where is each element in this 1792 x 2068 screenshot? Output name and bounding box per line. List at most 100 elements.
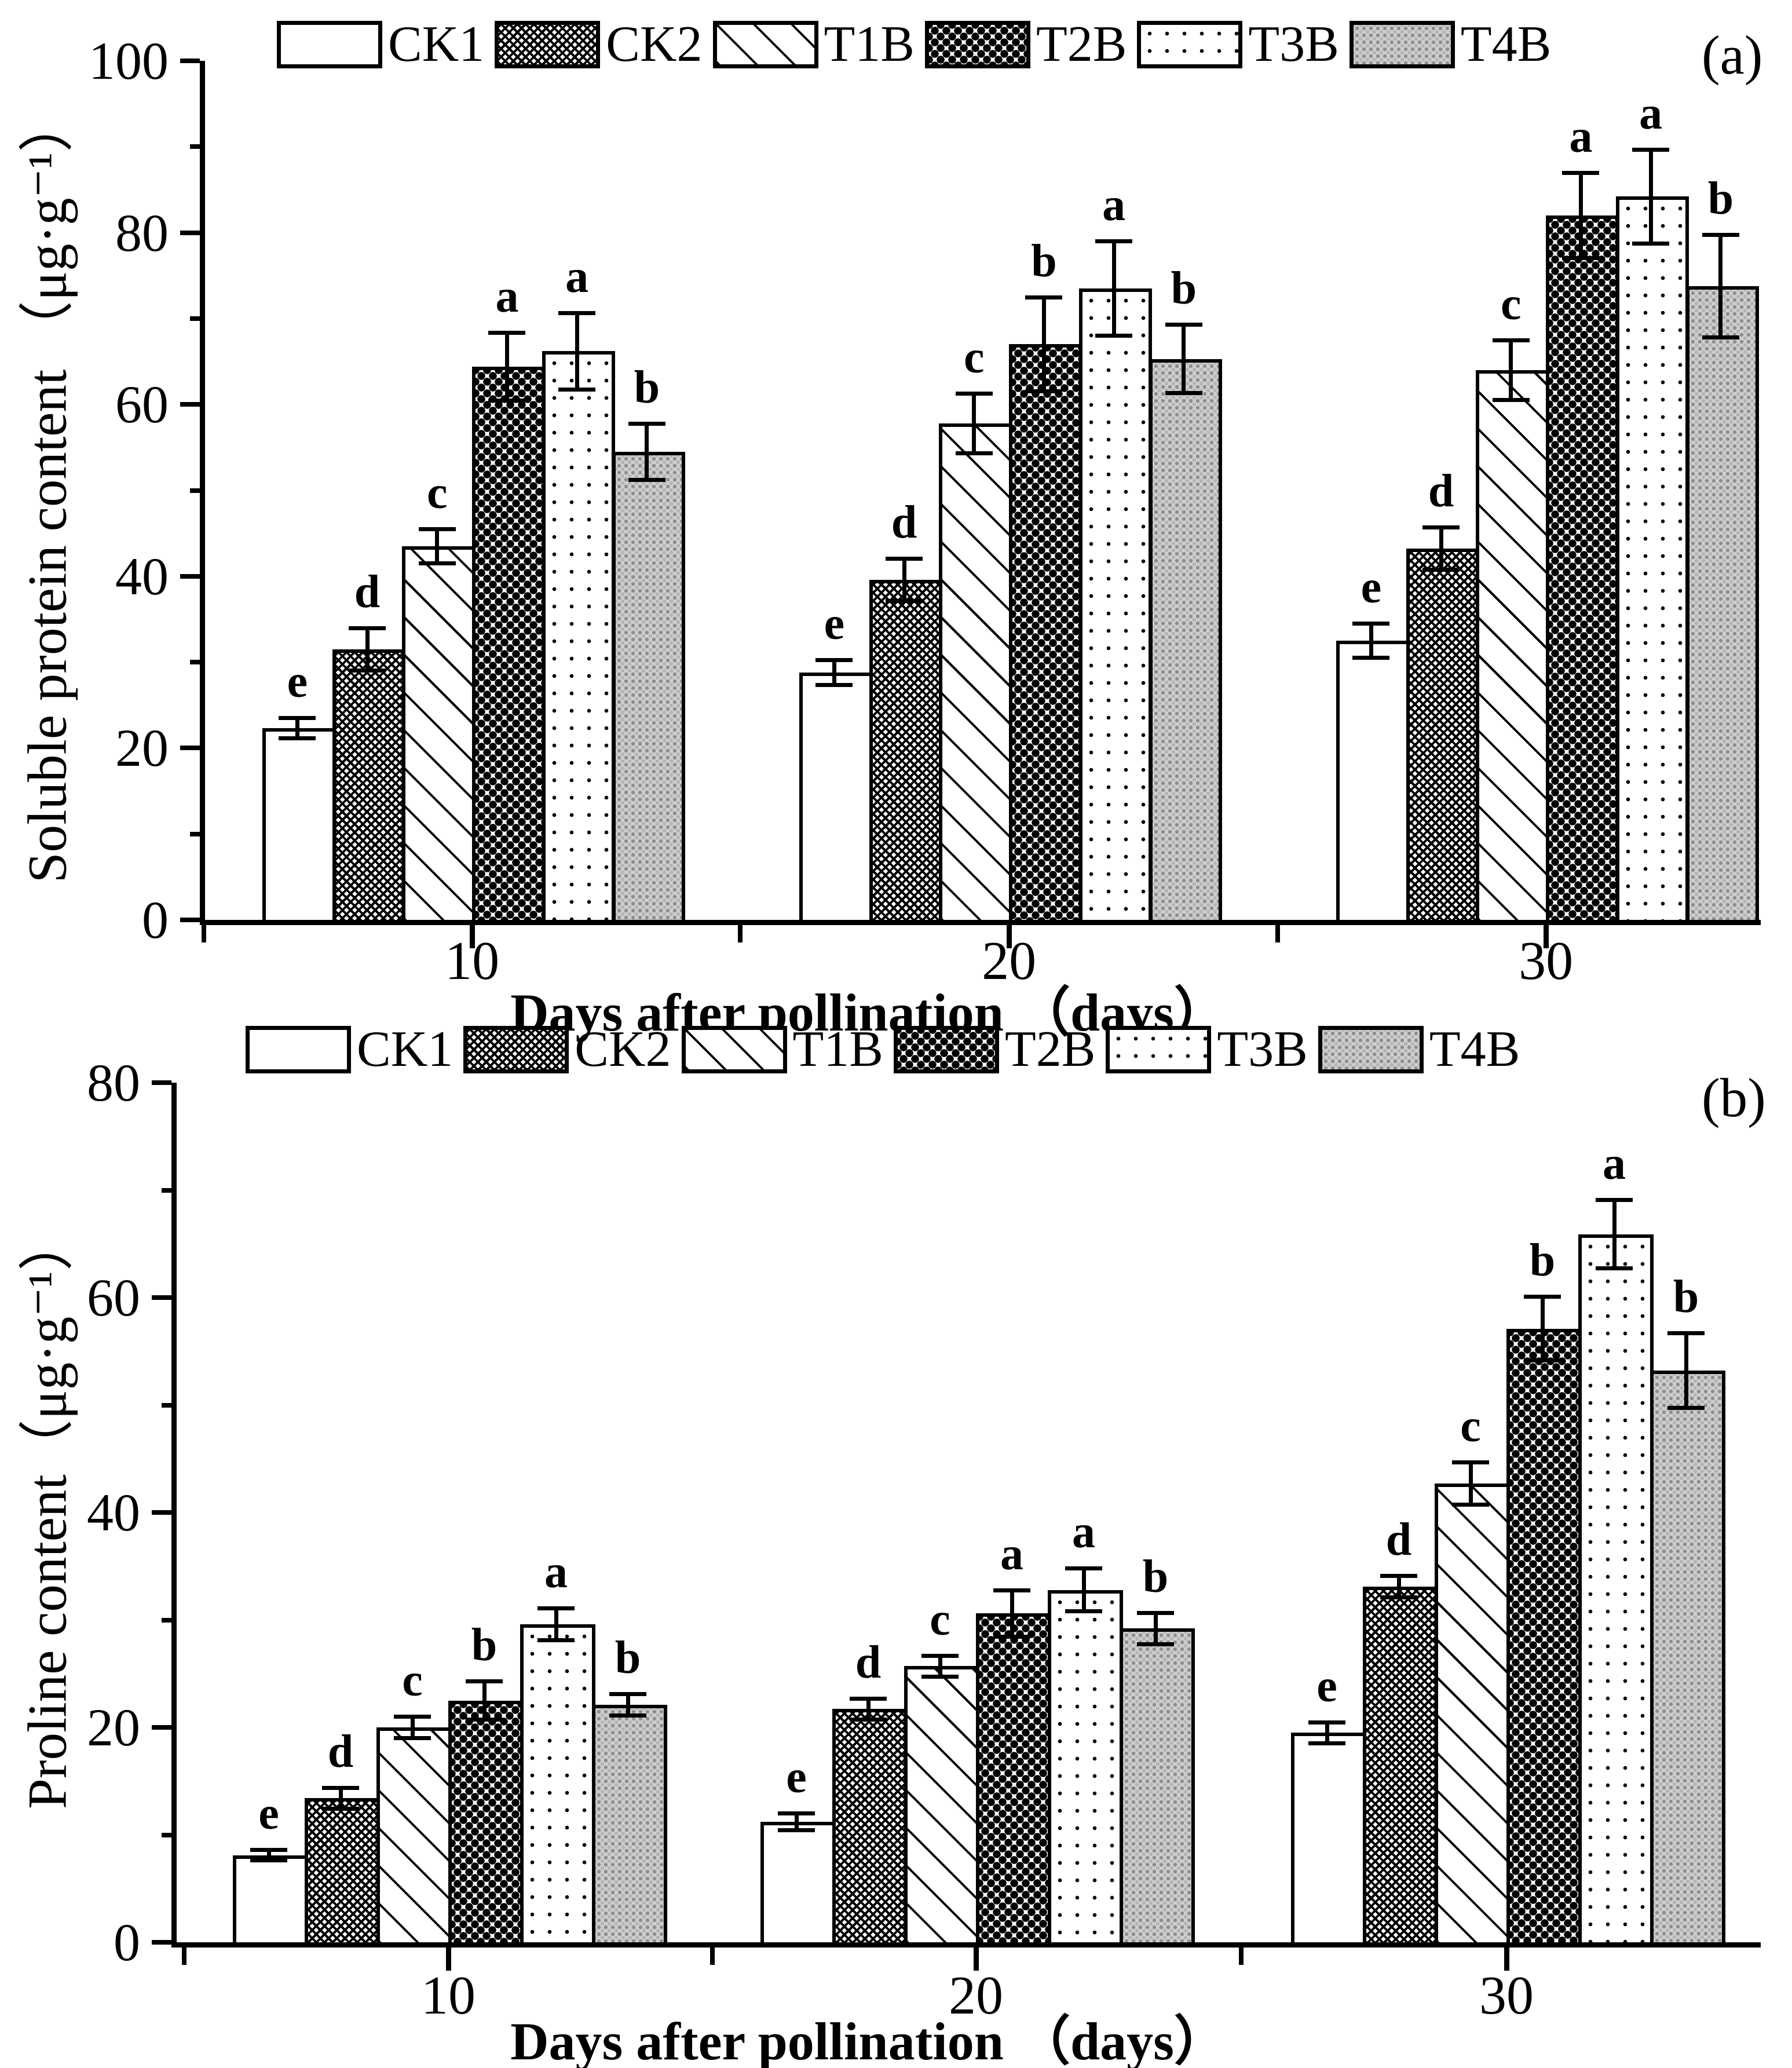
legend-label-t3b: T3B: [1217, 1021, 1308, 1077]
bar-a-20-ck2: [869, 579, 943, 925]
legend-label-t2b: T2B: [1004, 1021, 1096, 1077]
error-bar-cap-bottom: [921, 1674, 959, 1679]
y-tick-label-a-80: 80: [115, 203, 169, 262]
error-bar-cap-top: [349, 626, 386, 630]
error-bar-cap-bottom: [1380, 1595, 1417, 1599]
error-bar-b-30-ck1: [1325, 1722, 1329, 1744]
y-tick-a-20: [180, 746, 200, 751]
legend-item-ck2: CK2: [463, 1024, 681, 1075]
error-bar-cap-bottom: [1137, 1642, 1174, 1647]
error-bar-cap-bottom: [1165, 390, 1202, 395]
sig-letter-b-30-ck1: e: [1316, 1660, 1337, 1712]
y-tick-b-10: [162, 1832, 171, 1837]
error-bar-cap-bottom: [1095, 333, 1133, 338]
legend-swatch-ck1-white-empty: [277, 21, 382, 68]
bar-a-30-t3b: [1615, 196, 1689, 925]
sig-letter-b-10-ck2: d: [327, 1726, 354, 1777]
error-bar-cap-top: [322, 1785, 359, 1790]
sig-letter-a-30-t4b: b: [1707, 173, 1734, 224]
bar-b-10-t4b: [592, 1705, 667, 1948]
y-tick-a-30: [190, 660, 200, 665]
error-bar-a-20-t2b: [1041, 297, 1046, 392]
legend-item-ck1: CK1: [277, 19, 495, 70]
legend-swatch-t3b-sparse-dots: [1106, 1026, 1212, 1073]
y-tick-label-b-80: 80: [87, 1053, 140, 1112]
legend-item-t4b: T4B: [1318, 1024, 1530, 1075]
sig-letter-b-10-ck1: e: [258, 1788, 279, 1840]
y-tick-a-80: [180, 230, 200, 235]
sig-letter-a-20-t2b: b: [1031, 235, 1057, 287]
bar-b-10-t3b: [520, 1624, 595, 1948]
bar-b-20-ck1: [760, 1822, 836, 1948]
bar-a-10-t1b: [402, 546, 476, 925]
error-bar-cap-bottom: [279, 736, 316, 741]
bar-a-30-ck2: [1406, 549, 1480, 925]
error-bar-cap-bottom: [955, 451, 993, 455]
error-bar-cap-top: [1380, 1574, 1417, 1579]
error-bar-cap-top: [418, 527, 456, 532]
legend-item-t3b: T3B: [1137, 19, 1349, 70]
error-bar-cap-bottom: [886, 598, 923, 603]
error-bar-cap-top: [921, 1653, 959, 1658]
error-bar-cap-bottom: [778, 1828, 815, 1833]
y-axis-line-b: [171, 1083, 177, 1948]
error-bar-b-20-t1b: [938, 1655, 942, 1677]
legend-swatch-t1b-diagonal-hatch: [681, 1026, 787, 1073]
bar-b-10-t2b: [448, 1700, 524, 1948]
error-bar-cap-bottom: [1452, 1503, 1489, 1507]
sig-letter-b-30-ck2: d: [1385, 1514, 1412, 1566]
sig-letter-b-10-t1b: c: [402, 1655, 423, 1707]
error-bar-a-20-t4b: [1182, 324, 1186, 393]
y-tick-b-0: [152, 1940, 171, 1945]
legend-label-ck2: CK2: [575, 1021, 671, 1077]
error-bar-cap-top: [537, 1606, 575, 1611]
error-bar-b-10-ck2: [338, 1787, 343, 1809]
legend-swatch-t2b-black-diamond-grid: [924, 21, 1030, 68]
legend-label-ck2: CK2: [606, 16, 703, 72]
error-bar-b-20-t3b: [1081, 1568, 1086, 1612]
legend-swatch-t4b-gray-speckle: [1349, 21, 1455, 68]
x-axis-title-b: Days after pollination （days）: [510, 2012, 1227, 2068]
bar-a-10-t3b: [542, 351, 616, 925]
error-bar-a-20-ck2: [902, 558, 906, 601]
bar-b-10-t1b: [376, 1727, 452, 1948]
sig-letter-b-10-t4b: b: [615, 1632, 641, 1684]
x-tick-a-30: [1544, 925, 1549, 948]
panel-label-a: (a): [1702, 24, 1763, 86]
error-bar-cap-bottom: [488, 399, 526, 403]
error-bar-cap-bottom: [1524, 1358, 1561, 1363]
y-tick-a-40: [180, 573, 200, 579]
sig-letter-b-10-t2b: b: [471, 1620, 498, 1671]
error-bar-b-20-ck2: [866, 1698, 871, 1720]
error-bar-a-30-t3b: [1648, 149, 1653, 244]
error-bar-cap-top: [815, 657, 853, 662]
x-minor-tick-b-2: [1239, 1948, 1244, 1965]
error-bar-cap-bottom: [993, 1635, 1030, 1639]
error-bar-cap-bottom: [322, 1806, 359, 1811]
y-tick-b-50: [162, 1402, 171, 1408]
bar-b-30-t2b: [1506, 1328, 1582, 1948]
y-tick-label-a-0: 0: [142, 890, 169, 949]
sig-letter-a-10-t2b: a: [495, 271, 519, 322]
error-bar-cap-top: [558, 310, 596, 315]
legend-label-t3b: T3B: [1248, 16, 1339, 72]
legend-a: CK1 CK2 T1B T2B T3B T4B: [277, 19, 1561, 70]
error-bar-b-30-t4b: [1684, 1333, 1688, 1409]
y-tick-label-b-40: 40: [87, 1483, 140, 1542]
legend-swatch-t2b-black-diamond-grid: [893, 1026, 999, 1073]
error-bar-cap-top: [609, 1692, 646, 1697]
legend-item-ck2: CK2: [495, 19, 712, 70]
bar-b-20-t4b: [1120, 1628, 1195, 1948]
x-tick-b-20: [974, 1948, 979, 1971]
x-minor-tick-a-1: [738, 925, 743, 942]
legend-label-t2b: T2B: [1036, 16, 1127, 72]
y-tick-label-a-100: 100: [89, 31, 169, 90]
error-bar-a-30-t1b: [1509, 339, 1513, 400]
legend-label-ck1: CK1: [388, 16, 485, 72]
sig-letter-a-10-t3b: a: [565, 251, 589, 302]
legend-item-t4b: T4B: [1349, 19, 1561, 70]
error-bar-cap-top: [1422, 525, 1460, 530]
sig-letter-a-30-ck1: e: [1361, 562, 1382, 613]
error-bar-cap-top: [993, 1588, 1030, 1592]
error-bar-cap-bottom: [609, 1713, 646, 1718]
